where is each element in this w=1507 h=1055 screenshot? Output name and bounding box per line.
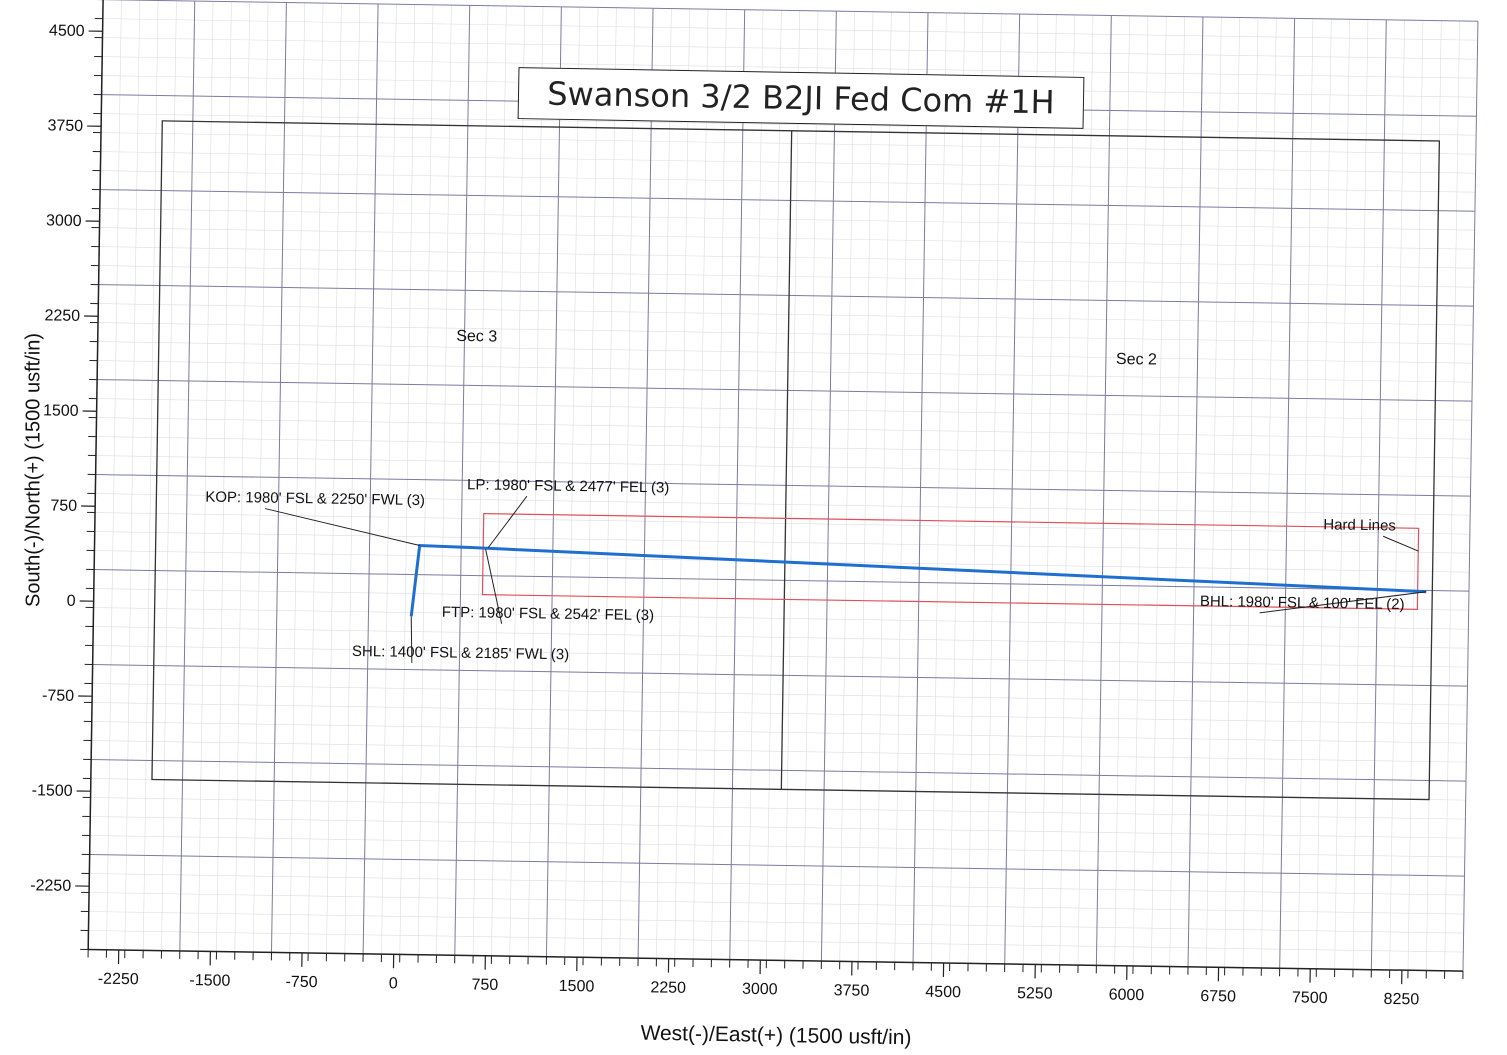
minor-grid-line <box>100 151 1476 174</box>
x-tick-label: -2250 <box>98 971 139 989</box>
minor-grid-line <box>89 873 1465 896</box>
minor-grid-line <box>100 132 1476 155</box>
major-grid-line <box>103 0 1478 22</box>
x-tick-label: 5250 <box>1017 985 1053 1003</box>
major-grid-line <box>94 569 1469 592</box>
minor-grid-line <box>92 645 1468 668</box>
annotation-label: Hard Lines <box>1323 516 1396 534</box>
minor-grid-line <box>95 493 1471 516</box>
minor-grid-line <box>99 208 1475 231</box>
x-tick-label: -1500 <box>189 972 230 990</box>
annotation-label: BHL: 1980' FSL & 100' FEL (2) <box>1200 593 1405 613</box>
minor-grid-line <box>91 721 1467 744</box>
annotation-label: FTP: 1980' FSL & 2542' FEL (3) <box>442 604 654 624</box>
x-tick-label: 3000 <box>742 981 778 999</box>
y-tick-label: 750 <box>50 498 77 515</box>
minor-grid-line <box>89 835 1465 858</box>
minor-grid-line <box>90 797 1466 820</box>
major-grid-line <box>89 854 1465 877</box>
annotation-label: LP: 1980' FSL & 2477' FEL (3) <box>467 476 669 496</box>
y-tick-label: -1500 <box>32 782 73 800</box>
major-grid-line <box>97 379 1472 402</box>
minor-grid-line <box>99 227 1475 250</box>
minor-grid-line <box>101 113 1477 136</box>
minor-grid-line <box>102 37 1478 60</box>
major-grid-line <box>98 284 1474 307</box>
x-tick-label: 6000 <box>1109 987 1145 1005</box>
x-tick-label: 750 <box>471 977 498 994</box>
minor-grid-line <box>102 18 1478 41</box>
annotation-leader <box>1259 591 1427 614</box>
minor-grid-line <box>97 341 1473 364</box>
x-tick-label: 0 <box>389 975 398 992</box>
y-tick-label: 2250 <box>44 307 80 325</box>
annotation-leader <box>487 495 528 549</box>
minor-grid-line <box>94 531 1470 554</box>
x-tick-label: -750 <box>285 974 317 992</box>
minor-grid-line <box>88 930 1464 953</box>
major-grid-line <box>91 759 1466 782</box>
minor-grid-line <box>98 322 1473 345</box>
well-path-line <box>409 543 1427 617</box>
minor-grid-line <box>89 892 1464 915</box>
y-tick-label: 0 <box>67 593 76 610</box>
minor-grid-line <box>98 265 1474 288</box>
major-grid-line <box>92 664 1468 687</box>
major-grid-line <box>100 189 1475 212</box>
minor-grid-line <box>90 816 1466 839</box>
minor-grid-line <box>99 246 1475 269</box>
x-tick-label: 6750 <box>1200 988 1236 1006</box>
major-grid <box>87 0 1479 972</box>
annotation-leader <box>265 508 420 547</box>
hard-lines-box <box>481 512 1420 610</box>
major-grid-line <box>95 474 1471 497</box>
minor-grid-line <box>96 417 1472 440</box>
y-tick-label: -750 <box>42 687 74 705</box>
minor-grid-line <box>100 170 1476 193</box>
plot-area: -2250 -1500 -750 0 750 1500 2250 3000 3750 4500 52… <box>30 0 1479 1009</box>
minor-grid-line <box>96 436 1472 459</box>
section-divider <box>780 130 793 790</box>
minor-grid-line <box>93 607 1469 630</box>
x-tick-label: 1500 <box>559 978 595 996</box>
x-tick-label: 4500 <box>925 984 961 1002</box>
annotation-label: KOP: 1980' FSL & 2250' FWL (3) <box>205 489 425 509</box>
minor-grid-line <box>102 56 1478 79</box>
section-label: Sec 2 <box>1116 351 1157 369</box>
minor-grid-line <box>95 512 1470 535</box>
y-tick-label: 3000 <box>46 212 82 230</box>
minor-grid-line <box>93 626 1469 649</box>
y-axis-label: South(-)/North(+) (1500 usft/in) <box>22 333 45 607</box>
minor-grid-line <box>88 911 1464 934</box>
x-tick-label: 8250 <box>1384 991 1420 1009</box>
x-axis-label: West(-)/East(+) (1500 usft/in) <box>640 1021 912 1050</box>
y-tick-label: 3750 <box>47 117 83 135</box>
x-tick-label: 7500 <box>1292 989 1328 1007</box>
annotation-leader <box>1382 535 1419 552</box>
minor-grid-line <box>91 740 1467 763</box>
chart-title: Swanson 3/2 B2JI Fed Com #1H <box>517 67 1085 129</box>
minor-grid-line <box>97 360 1473 383</box>
y-tick-label: 1500 <box>43 402 79 420</box>
annotation-label: SHL: 1400' FSL & 2185' FWL (3) <box>352 643 569 663</box>
minor-grid-line <box>95 455 1471 478</box>
x-tick-label: 2250 <box>650 979 686 997</box>
y-tick-label: -2250 <box>30 877 71 895</box>
minor-grid-line <box>98 303 1474 326</box>
x-axis-line <box>88 948 1464 972</box>
axis-ticks <box>80 0 1464 980</box>
minor-grid-line <box>96 398 1472 421</box>
annotation-leader <box>410 616 413 663</box>
annotation-leader <box>485 548 503 624</box>
y-tick-label: 4500 <box>49 22 85 40</box>
section-boundary <box>151 120 1441 801</box>
minor-grid-line <box>92 702 1467 725</box>
x-tick-label: 3750 <box>834 982 870 1000</box>
minor-grid-line <box>92 683 1468 706</box>
section-label: Sec 3 <box>456 328 497 346</box>
